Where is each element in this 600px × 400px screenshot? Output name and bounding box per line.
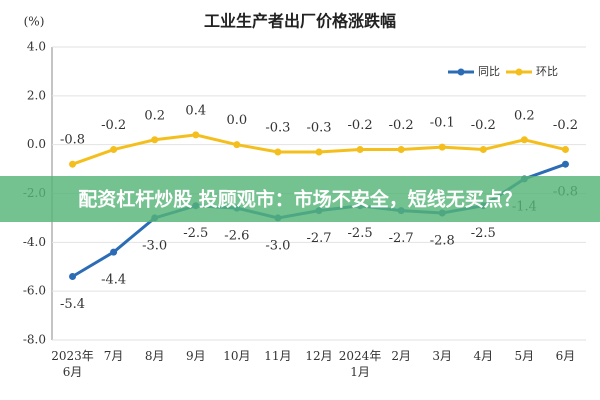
- x-tick-label: 11月: [264, 349, 292, 363]
- x-tick-label: 2024年 1月: [338, 349, 382, 379]
- data-label: -0.2: [101, 118, 126, 133]
- point: [479, 146, 487, 154]
- data-label: -2.8: [430, 234, 455, 249]
- point: [561, 160, 569, 168]
- x-tick-label: 2023年 6月: [51, 349, 94, 379]
- data-label: -2.6: [224, 229, 249, 244]
- y-unit: (%): [24, 15, 45, 29]
- y-tick-label: -6.0: [23, 284, 46, 298]
- data-label: -0.3: [265, 120, 290, 135]
- overlay-banner: [0, 176, 600, 222]
- x-tick-label: 4月: [473, 349, 494, 363]
- data-label: -0.1: [430, 116, 455, 131]
- y-tick-label: -8.0: [23, 333, 46, 347]
- data-label: -0.2: [389, 118, 414, 133]
- data-label: 0.4: [185, 103, 206, 118]
- data-label: -2.5: [348, 226, 373, 241]
- x-tick-label: 5月: [514, 349, 535, 363]
- data-label: -3.0: [142, 238, 167, 253]
- data-label: -0.8: [60, 133, 85, 148]
- point: [151, 136, 159, 144]
- y-tick-label: 2.0: [27, 88, 46, 102]
- point: [397, 146, 405, 154]
- y-tick-label: 4.0: [27, 40, 46, 54]
- data-label: -2.5: [183, 226, 208, 241]
- chart-title: 工业生产者出厂价格涨跌幅: [204, 12, 396, 31]
- overlay-text: 配资杠杆炒股 投顾观市：市场不安全，短线无买点？: [78, 188, 522, 211]
- x-tick-label: 7月: [103, 349, 124, 363]
- data-label: -5.4: [60, 297, 85, 312]
- point: [110, 248, 118, 256]
- point: [520, 136, 528, 144]
- data-label: -4.4: [101, 273, 126, 288]
- point: [315, 148, 323, 156]
- data-label: -2.7: [389, 231, 414, 246]
- point: [438, 143, 446, 151]
- point: [110, 146, 118, 154]
- legend-label: 同比: [478, 65, 500, 78]
- point: [69, 273, 77, 281]
- x-tick-label: 2月: [391, 349, 411, 363]
- point: [233, 141, 241, 149]
- data-label: -0.2: [348, 118, 373, 133]
- data-label: -2.7: [306, 231, 331, 246]
- x-tick-label: 6月: [555, 349, 576, 363]
- data-label: 0.0: [227, 113, 248, 128]
- x-tick-label: 9月: [185, 349, 206, 363]
- x-tick-label: 12月: [305, 349, 333, 363]
- x-tick-label: 8月: [144, 349, 165, 363]
- data-label: 0.2: [514, 108, 535, 123]
- x-tick-label: 3月: [432, 349, 453, 363]
- point: [69, 160, 77, 168]
- data-label: -0.2: [553, 118, 578, 133]
- legend-marker: [515, 68, 523, 76]
- data-label: -0.3: [306, 120, 331, 135]
- y-tick-label: -4.0: [23, 235, 46, 249]
- data-label: -2.5: [471, 226, 496, 241]
- point: [192, 131, 200, 139]
- data-label: 0.2: [144, 108, 165, 123]
- data-label: -0.2: [471, 118, 496, 133]
- point: [274, 148, 282, 156]
- point: [561, 146, 569, 154]
- legend-label: 环比: [536, 65, 558, 78]
- point: [356, 146, 364, 154]
- data-label: -3.0: [265, 238, 290, 253]
- x-tick-label: 10月: [223, 349, 251, 363]
- legend-marker: [457, 68, 465, 76]
- y-tick-label: 0.0: [27, 137, 46, 151]
